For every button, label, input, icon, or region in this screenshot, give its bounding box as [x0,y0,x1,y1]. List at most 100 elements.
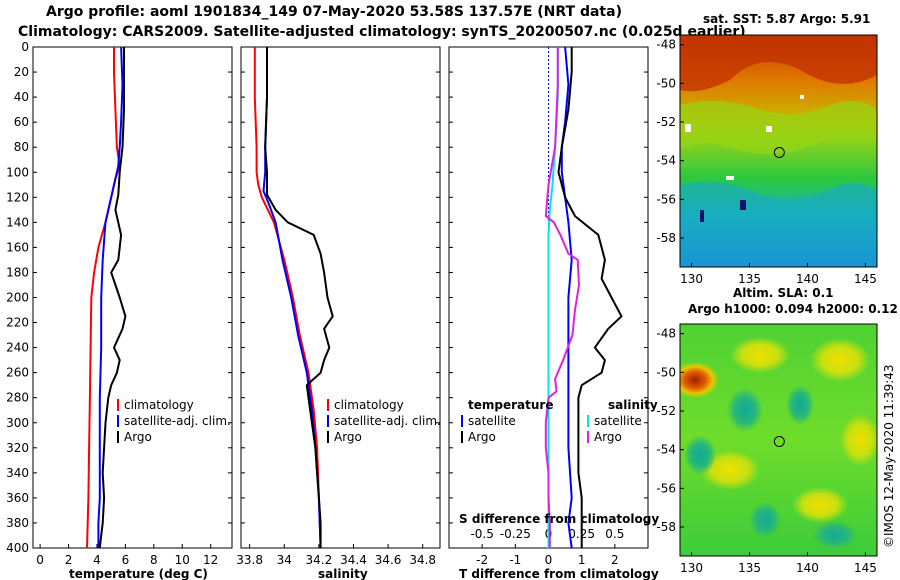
series-line-satellite-adj-clim- [262,47,322,549]
sst-dark-pixels [700,210,704,222]
y-tick-label: 140 [6,215,29,229]
sst-map-title: sat. SST: 5.87 Argo: 5.91 [703,12,870,26]
sla-map-title: Altim. SLA: 0.1 [733,286,834,300]
y-tick-label: 20 [14,65,29,79]
x-tick-label: 2 [611,553,619,567]
y-tick-label: 160 [6,240,29,254]
x-tick-label: 33.8 [236,553,263,567]
sla-anomaly-blob [792,487,848,523]
y-tick-label: 120 [6,190,29,204]
y-tick-label: 100 [6,165,29,179]
y-tick-label: 80 [14,140,29,154]
sla-low-anomaly [749,502,781,538]
series-line-salinity-argo [544,47,580,548]
y-tick-label: 320 [6,441,29,455]
y-tick-label: 240 [6,341,29,355]
legend-label-argo: Argo [124,430,152,444]
series-line-climatology [253,47,322,549]
x2-tick-label: -0.5 [470,527,493,541]
sla-anomaly-blob [730,337,790,373]
difference-axes: -2 -1 0 1 2-0.5 -0.25 0 0.25 0.5 [449,46,648,567]
map-x-tick-label: 130 [680,272,703,286]
map-y-tick-label: -50 [656,76,676,90]
map-x-tick-label: 145 [854,272,877,286]
y-tick-label: 280 [6,391,29,405]
x-tick-label: 0 [545,553,553,567]
map-y-tick-label: -58 [656,520,676,534]
sla-low-anomaly [786,385,814,425]
map-y-tick-label: -50 [656,365,676,379]
y-tick-label: 180 [6,265,29,279]
map-x-tick-label: 130 [680,561,703,575]
sst-missing-pixels [685,124,691,132]
y-tick-label: 300 [6,416,29,430]
map-y-tick-label: -58 [656,231,676,245]
sla-anomaly-blob [810,338,870,382]
figure-title-line2: Climatology: CARS2009. Satellite-adjuste… [18,24,746,40]
x2-tick-label: 0.5 [605,527,624,541]
legend-title-temperature: temperature [468,398,553,412]
temperature-legend: climatology satellite-adj. clim. Argo [117,398,231,444]
map-y-tick-label: -54 [656,443,676,457]
y-tick-label: 40 [14,90,29,104]
credit-stamp: ©IMOS 12-May-2020 11:39:43 [882,364,896,548]
map-y-tick-label: -48 [656,38,676,52]
temperature-series [86,46,127,549]
sst-missing-pixels [726,176,734,180]
sla-map-frame [679,323,878,557]
x-tick-label: 2 [65,553,73,567]
x-tick-label: 34.6 [375,553,402,567]
series-line-argo [98,47,127,549]
legend-title-salinity: salinity [608,398,658,412]
map-x-tick-label: 135 [738,272,761,286]
difference-x2label: S difference from climatology [459,512,659,526]
y-tick-label: 60 [14,115,29,129]
y-tick-label: 0 [21,40,29,54]
map-x-tick-label: 140 [796,272,819,286]
x-tick-label: 6 [122,553,130,567]
x-tick-label: 34 [277,553,292,567]
legend-label-temp-argo: Argo [468,430,496,444]
map-x-tick-label: 135 [738,561,761,575]
y-tick-label: 200 [6,291,29,305]
sla-low-anomaly [813,521,857,549]
map-y-tick-label: -54 [656,154,676,168]
map-y-tick-label: -52 [656,404,676,418]
series-line-argo [264,47,334,548]
y-tick-label: 340 [6,466,29,480]
x-tick-label: 34.8 [409,553,436,567]
legend-label-temp-satellite: satellite [468,414,516,428]
legend-label-climatology: climatology [124,398,194,412]
difference-series [544,46,623,549]
legend-label-argo: Argo [334,430,362,444]
legend-label-satellite: satellite-adj. clim. [124,414,231,428]
x-tick-label: 4 [93,553,101,567]
x-tick-label: 34.2 [306,553,333,567]
x-tick-label: 34.4 [340,553,367,567]
sla-map-image [680,324,877,556]
legend-label-sal-argo: Argo [594,430,622,444]
x-tick-label: -2 [476,553,488,567]
sla-anomaly-blob [840,414,877,466]
sla-map-subtitle: Argo h1000: 0.094 h2000: 0.12 [688,302,898,316]
series-line-satellite-adj-clim- [97,46,124,548]
sst-yellow-green-band [680,101,877,154]
x2-tick-label: -0.25 [500,527,531,541]
y-tick-label: 360 [6,491,29,505]
sst-cool-band [680,181,877,267]
temperature-panel-frame [32,46,233,549]
salinity-legend: climatology satellite-adj. clim. Argo [327,398,441,444]
sla-high-anomaly [680,362,719,398]
y-tick-label: 220 [6,316,29,330]
x-tick-label: 8 [150,553,158,567]
map-y-tick-label: -48 [656,327,676,341]
sst-map-axes: 130 135 140 145 -48 -50 -52 -54 -56 -58 [656,38,876,286]
sst-missing-pixels [800,95,804,99]
legend-label-climatology: climatology [334,398,404,412]
sla-low-anomaly [684,435,716,475]
x-tick-label: -1 [509,553,521,567]
x-tick-label: 1 [578,553,586,567]
temperature-axes: 0 2 4 6 8 10 120204060801001201401601802002202… [6,40,232,567]
legend-label-satellite: satellite-adj. clim. [334,414,441,428]
